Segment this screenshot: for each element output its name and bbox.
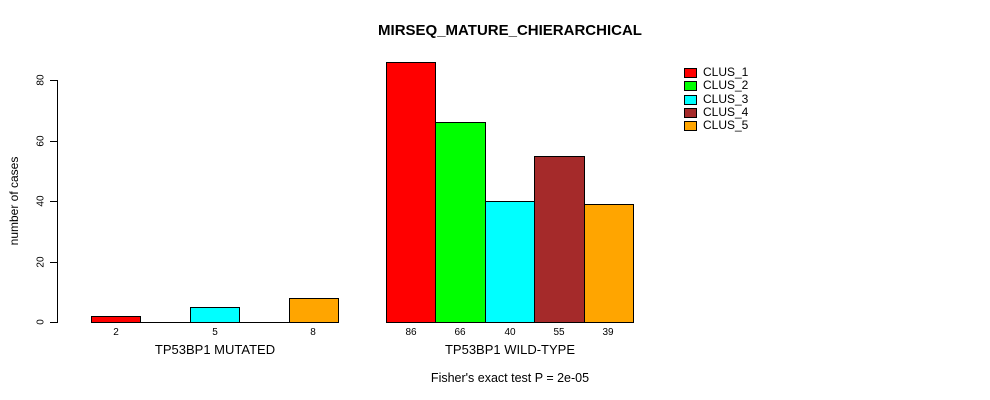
y-tick-label: 0	[35, 319, 47, 325]
y-tick-label: 20	[35, 256, 47, 268]
bar-clus_1	[386, 62, 436, 323]
bar-value-label: 5	[212, 327, 218, 338]
bar-clus_3	[190, 307, 240, 323]
legend-swatch-clus_1	[684, 67, 697, 78]
bar-clus_3	[485, 201, 535, 323]
legend-row: CLUS_4	[684, 105, 749, 119]
bar-clus_5	[584, 204, 634, 323]
y-axis-tick	[50, 201, 57, 202]
y-axis-tick	[50, 262, 57, 263]
legend-swatch-clus_2	[684, 80, 697, 91]
group-label-wild-type: TP53BP1 WILD-TYPE	[444, 342, 576, 357]
y-tick-label: 40	[35, 195, 47, 207]
legend-label: CLUS_5	[703, 118, 749, 132]
legend-swatch-clus_5	[684, 120, 697, 131]
legend-row: CLUS_5	[684, 118, 749, 132]
y-axis-tick	[50, 322, 57, 323]
legend-swatch-clus_3	[684, 94, 697, 105]
legend-label: CLUS_2	[703, 78, 749, 92]
legend-swatch-clus_4	[684, 107, 697, 118]
legend-row: CLUS_2	[684, 78, 749, 92]
legend-label: CLUS_1	[703, 65, 749, 79]
y-tick-label: 80	[35, 74, 47, 86]
bar-value-label: 55	[553, 327, 565, 338]
y-axis-line	[57, 80, 58, 323]
bar-value-label: 39	[602, 327, 614, 338]
bar-clus_5	[289, 298, 339, 323]
bar-value-label: 86	[405, 327, 417, 338]
bar-clus_2	[435, 122, 486, 323]
bar-value-label: 40	[504, 327, 516, 338]
bar-value-label: 8	[310, 327, 316, 338]
group-label-mutated: TP53BP1 MUTATED	[154, 342, 276, 357]
legend-label: CLUS_3	[703, 92, 749, 106]
legend-row: CLUS_1	[684, 65, 749, 79]
bar-clus_4	[534, 156, 585, 323]
chart-title: MIRSEQ_MATURE_CHIERARCHICAL	[378, 22, 642, 39]
y-axis-tick	[50, 141, 57, 142]
legend-row: CLUS_3	[684, 92, 749, 106]
bar-clus_1	[91, 316, 141, 323]
legend-label: CLUS_4	[703, 105, 749, 119]
y-tick-label: 60	[35, 135, 47, 147]
bar-value-label: 66	[454, 327, 466, 338]
fisher-test-annotation: Fisher's exact test P = 2e-05	[430, 371, 590, 385]
bar-value-label: 2	[113, 327, 119, 338]
y-axis-tick	[50, 80, 57, 81]
